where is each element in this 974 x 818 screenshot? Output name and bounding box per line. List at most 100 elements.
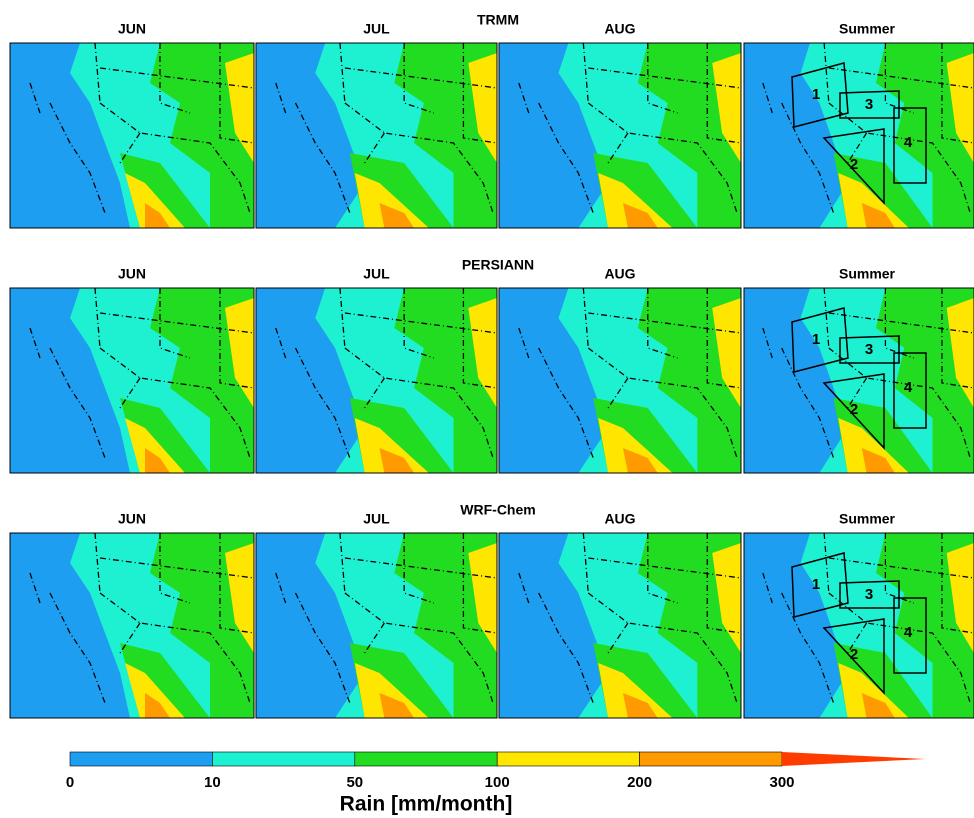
panel-title: JUN <box>118 511 146 527</box>
border-lines <box>29 288 254 459</box>
border-lines <box>762 288 974 459</box>
row-title: TRMM <box>477 12 519 28</box>
rain-yellow2 <box>225 298 254 408</box>
rain-green <box>150 43 254 228</box>
border-lines <box>29 43 254 214</box>
colorbar-segment <box>69 751 213 767</box>
rain-yellow <box>838 418 909 473</box>
rain-yellow2 <box>712 543 741 653</box>
panel-title: Summer <box>839 266 896 282</box>
rain-orange <box>379 203 415 228</box>
rain-green <box>637 533 741 718</box>
region-box <box>822 128 885 205</box>
map-panel <box>255 42 498 229</box>
rain-orange <box>861 448 895 473</box>
panel-frame <box>255 532 498 719</box>
border-lines <box>762 43 974 214</box>
region-label: 4 <box>904 134 913 151</box>
rain-green <box>394 43 497 228</box>
colorbar-extension <box>782 752 925 766</box>
map-panel <box>9 532 255 719</box>
rain-orange <box>145 693 170 718</box>
region-label: 2 <box>850 646 858 663</box>
rain-yellow <box>838 663 909 718</box>
panel-frame <box>743 532 974 719</box>
region-label: 2 <box>850 156 858 173</box>
region-label: 1 <box>812 86 820 103</box>
rain-orange <box>379 693 415 718</box>
rain-green <box>150 288 254 473</box>
border-lines <box>518 43 741 214</box>
panel-title: JUL <box>363 266 390 282</box>
colorbar-tick-label: 200 <box>627 774 652 791</box>
rain-yellow2 <box>225 53 254 163</box>
panel-title: JUL <box>363 21 390 37</box>
rain-orange <box>622 693 658 718</box>
region-label: 3 <box>865 341 873 358</box>
panel-title: Summer <box>839 511 896 527</box>
rain-yellow <box>598 173 673 228</box>
colorbar-segment <box>212 751 356 767</box>
rain-orange <box>861 693 895 718</box>
map-field <box>744 43 974 228</box>
panel-title: AUG <box>604 511 635 527</box>
rain-yellow <box>125 418 185 473</box>
region-box <box>791 552 849 618</box>
rain-yellow2 <box>946 298 974 408</box>
rain-yellow2 <box>468 53 497 163</box>
rain-orange <box>145 203 170 228</box>
rain-yellow2 <box>225 543 254 653</box>
rain-yellow <box>354 418 429 473</box>
panel-frame <box>9 287 255 474</box>
map-field <box>744 288 974 473</box>
map-field <box>499 288 741 473</box>
border-lines <box>275 43 498 214</box>
rain-orange <box>379 448 415 473</box>
map-field <box>256 43 498 228</box>
rain-yellow <box>838 173 909 228</box>
rain-yellow <box>598 418 673 473</box>
region-box <box>893 107 927 184</box>
row-title: WRF-Chem <box>460 502 535 518</box>
region-label: 3 <box>865 586 873 603</box>
colorbar-segment <box>639 751 783 767</box>
map-field <box>499 43 741 228</box>
rain-green <box>875 288 974 473</box>
colorbar-segment <box>354 751 498 767</box>
region-box <box>822 373 885 450</box>
rain-orange <box>622 203 658 228</box>
rain-green <box>875 533 974 718</box>
colorbar-tick-label: 50 <box>346 774 363 791</box>
region-box <box>791 307 849 373</box>
region-label: 4 <box>904 379 913 396</box>
rain-yellow2 <box>468 298 497 408</box>
border-lines <box>275 533 498 704</box>
border-lines <box>29 533 254 704</box>
rain-yellow2 <box>468 543 497 653</box>
rain-yellow <box>354 173 429 228</box>
rain-green <box>394 288 497 473</box>
map-field <box>10 288 254 473</box>
panel-title: Summer <box>839 21 896 37</box>
colorbar-tick-label: 0 <box>66 774 74 791</box>
panel-frame <box>255 287 498 474</box>
map-field <box>744 533 974 718</box>
region-box <box>839 580 900 609</box>
panel-frame <box>9 532 255 719</box>
rain-green <box>637 288 741 473</box>
region-label: 3 <box>865 96 873 113</box>
map-panel <box>255 287 498 474</box>
panel-title: AUG <box>604 21 635 37</box>
region-label: 1 <box>812 331 820 348</box>
map-panel <box>255 532 498 719</box>
rain-yellow2 <box>712 298 741 408</box>
region-label: 4 <box>904 624 913 641</box>
rain-orange <box>622 448 658 473</box>
map-panel <box>498 42 742 229</box>
panel-frame <box>743 42 974 229</box>
region-box <box>822 618 885 695</box>
panel-frame <box>498 532 742 719</box>
rain-yellow2 <box>946 543 974 653</box>
border-lines <box>275 288 498 459</box>
map-panel <box>9 287 255 474</box>
